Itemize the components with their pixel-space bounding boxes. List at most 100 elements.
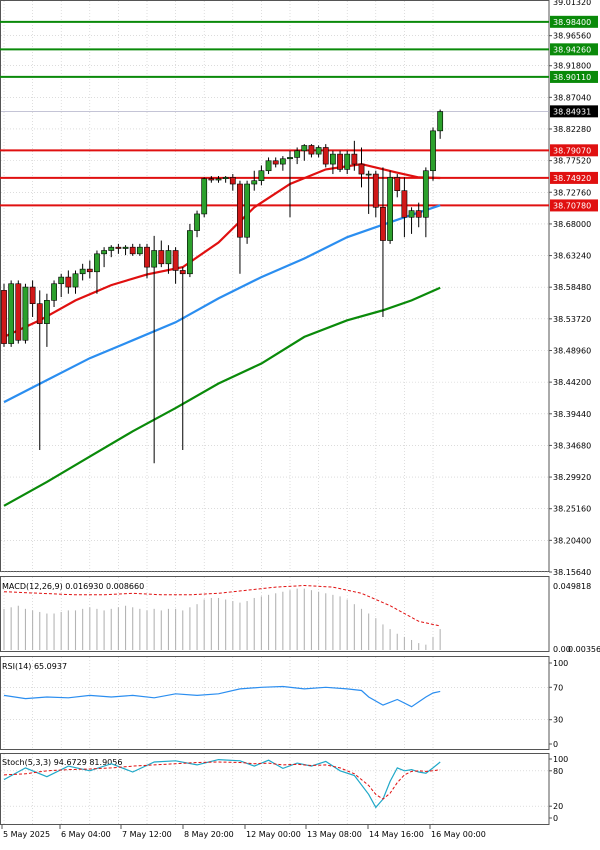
candle-down — [358, 163, 365, 175]
stoch-k-line — [3, 758, 441, 809]
price-tick-label: 38.25160 — [553, 505, 591, 514]
price-tick-label: 38.44200 — [553, 378, 591, 387]
price-tick-label: 38.72760 — [553, 188, 591, 197]
candle-down — [115, 246, 122, 249]
price-tick-label: 38.91800 — [553, 62, 591, 71]
candle-up — [79, 268, 86, 275]
candle-up — [43, 300, 50, 324]
macd-axis-bottom: 0.003564 — [568, 645, 600, 654]
price-tick-label: 38.29920 — [553, 473, 591, 482]
candle-down — [179, 270, 186, 275]
ma-green-line — [3, 286, 441, 507]
support-level-label: 38.74920 — [553, 174, 591, 183]
candle-down — [208, 178, 215, 181]
candle-up — [258, 170, 265, 182]
candle-down — [1, 290, 7, 344]
candle-down — [394, 177, 401, 191]
candle-up — [279, 158, 286, 165]
resistance-level-label: 38.90110 — [553, 73, 591, 82]
candle-down — [401, 190, 408, 218]
stoch-axis-label: 20 — [553, 802, 563, 811]
panel-frame-rsi — [0, 656, 550, 750]
candle-up — [344, 153, 351, 170]
candle-down — [15, 283, 22, 341]
candle-up — [244, 183, 250, 238]
candle-up — [72, 273, 79, 288]
macd-title: MACD(12,26,9) 0.016930 0.008660 — [2, 582, 144, 591]
price-tick-label: 38.15640 — [553, 568, 591, 577]
resistance-level-tag — [550, 15, 598, 28]
price-tick-label: 38.63240 — [553, 252, 591, 261]
current-price-label: 38.84931 — [553, 107, 591, 116]
stoch-d-line — [3, 761, 441, 800]
panel-frame-macd — [0, 576, 550, 652]
stoch-axis-label: 80 — [553, 767, 563, 776]
candles-group — [1, 109, 444, 464]
candle-up — [329, 153, 336, 165]
resistance-level-label: 38.98400 — [553, 18, 591, 27]
price-tick-label: 38.34680 — [553, 441, 591, 450]
candle-up — [301, 145, 308, 152]
stoch-title: Stoch(5,3,3) 94.6729 81.9056 — [2, 758, 122, 767]
candle-up — [265, 160, 272, 172]
candle-up — [437, 111, 444, 132]
x-axis-label: 6 May 04:00 — [61, 830, 111, 839]
candle-up — [187, 230, 193, 275]
current-price-tag — [550, 105, 598, 118]
price-tick-label: 38.58480 — [553, 283, 591, 292]
ma-red-line — [3, 162, 441, 338]
resistance-level-tag — [550, 43, 598, 56]
resistance-level-tag — [550, 70, 598, 83]
candle-up — [222, 177, 229, 180]
candle-down — [237, 183, 243, 238]
candle-up — [365, 173, 372, 176]
candle-up — [315, 147, 322, 155]
stoch-axis-label: 100 — [553, 755, 568, 764]
x-axis-label: 14 May 16:00 — [369, 830, 424, 839]
candle-up — [294, 150, 301, 158]
candle-up — [22, 286, 29, 341]
candle-down — [29, 286, 36, 304]
candle-down — [272, 160, 279, 165]
candle-up — [58, 276, 65, 285]
candle-down — [308, 145, 315, 155]
candle-down — [144, 246, 150, 268]
x-axis-label: 8 May 20:00 — [184, 830, 234, 839]
panel-frame-price — [0, 0, 550, 572]
x-axis-label: 5 May 2025 — [3, 830, 50, 839]
x-axis-label: 12 May 00:00 — [246, 830, 301, 839]
candle-up — [408, 210, 415, 218]
candle-down — [172, 250, 179, 271]
candle-up — [51, 283, 57, 301]
price-tick-label: 38.48960 — [553, 346, 591, 355]
price-tick-label-top: 39.01320 — [553, 0, 591, 7]
candle-down — [372, 173, 379, 208]
support-level-tag — [550, 199, 598, 212]
price-tick-label: 38.39440 — [553, 410, 591, 419]
support-level-label: 38.79070 — [553, 146, 591, 155]
candle-up — [201, 178, 208, 215]
candle-up — [151, 250, 158, 268]
candle-up — [136, 246, 143, 255]
rsi-title: RSI(14) 65.0937 — [2, 662, 67, 671]
candle-up — [94, 253, 100, 273]
candle-down — [65, 276, 72, 288]
panel-frame-stoch — [0, 753, 550, 825]
candle-down — [337, 153, 343, 170]
price-tick-label: 38.82280 — [553, 125, 591, 134]
resistance-level-label: 38.94260 — [553, 45, 591, 54]
candle-up — [215, 178, 222, 181]
candle-up — [430, 130, 436, 172]
macd-axis-top: 0.049818 — [553, 582, 591, 591]
x-axis-label: 13 May 08:00 — [307, 830, 362, 839]
x-axis-label: 7 May 12:00 — [122, 830, 172, 839]
candle-up — [422, 170, 429, 218]
candle-up — [387, 177, 393, 241]
candle-down — [322, 147, 329, 165]
rsi-axis-label: 70 — [553, 683, 563, 692]
candle-up — [101, 250, 107, 255]
support-level-tag — [550, 144, 598, 157]
price-tick-label: 38.87040 — [553, 93, 591, 102]
candle-down — [36, 303, 43, 324]
